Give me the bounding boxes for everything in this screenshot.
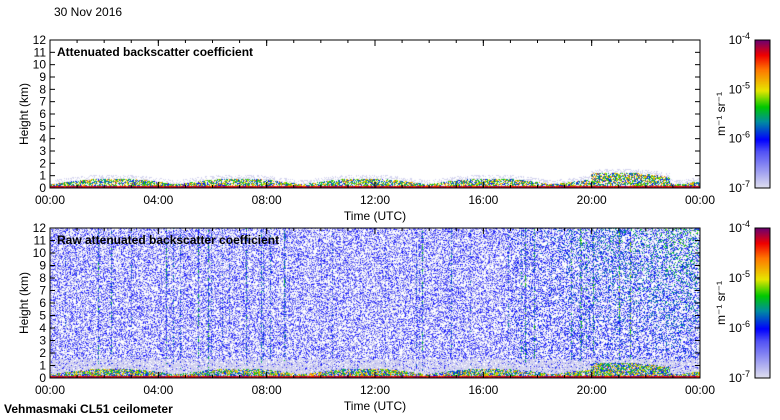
colorbar-tick-label: 10-5 [729, 269, 750, 285]
x-axis-label: Time (UTC) [344, 209, 406, 223]
y-tick-label: 5 [39, 309, 46, 323]
instrument-label: Vehmasmaki CL51 ceilometer [4, 402, 173, 416]
colorbar-frame [754, 227, 771, 379]
y-tick-label: 1 [39, 359, 46, 373]
colorbar [755, 40, 770, 188]
x-tick-label: 00:00 [685, 383, 715, 397]
y-tick-label: 12 [33, 221, 47, 235]
y-tick-label: 7 [39, 284, 46, 298]
colorbar-tick-label: 10-5 [729, 80, 750, 96]
y-tick-label: 9 [39, 259, 46, 273]
y-tick-label: 4 [39, 321, 46, 335]
colorbar-tick-label: 10-4 [729, 31, 750, 47]
x-axis-label: Time (UTC) [344, 399, 406, 413]
x-tick-label: 20:00 [577, 383, 607, 397]
y-tick-label: 2 [39, 156, 46, 170]
colorbar-tick-label: 10-7 [729, 369, 750, 385]
date-label: 30 Nov 2016 [54, 5, 123, 19]
colorbar-frame [754, 39, 771, 189]
plot-frame [49, 227, 701, 379]
y-tick-label: 7 [39, 95, 46, 109]
y-tick-label: 10 [33, 58, 47, 72]
y-tick-label: 8 [39, 82, 46, 96]
y-tick-label: 2 [39, 346, 46, 360]
y-tick-label: 3 [39, 144, 46, 158]
y-tick-label: 6 [39, 107, 46, 121]
colorbar-tick-label: 10-4 [729, 219, 750, 235]
y-tick-label: 12 [33, 33, 47, 47]
colorbar [755, 228, 770, 378]
y-tick-label: 0 [39, 181, 46, 195]
colorbar-label: m⁻¹ sr⁻¹ [714, 92, 728, 136]
backscatter-heatmap [50, 40, 700, 188]
y-tick-label: 5 [39, 119, 46, 133]
colorbar-tick-label: 10-7 [729, 179, 750, 195]
y-axis-label: Height (km) [17, 272, 31, 334]
raw-backscatter-heatmap [50, 228, 700, 378]
colorbar-tick-label: 10-6 [729, 130, 750, 146]
panel-title: Attenuated backscatter coefficient [57, 45, 253, 59]
y-tick-label: 11 [34, 45, 47, 59]
x-tick-label: 00:00 [685, 193, 715, 207]
panel-title: Raw attenuated backscatter coefficient [57, 233, 279, 247]
y-tick-label: 10 [33, 246, 47, 260]
x-tick-label: 00:00 [35, 383, 65, 397]
y-tick-label: 8 [39, 271, 46, 285]
x-tick-label: 00:00 [35, 193, 65, 207]
x-tick-label: 12:00 [360, 383, 390, 397]
colorbar-tick-label: 10-6 [729, 319, 750, 335]
x-tick-label: 16:00 [468, 383, 498, 397]
x-tick-label: 08:00 [252, 383, 282, 397]
x-tick-label: 16:00 [468, 193, 498, 207]
y-tick-label: 3 [39, 334, 46, 348]
y-tick-label: 4 [39, 132, 46, 146]
y-tick-label: 6 [39, 296, 46, 310]
y-tick-label: 9 [39, 70, 46, 84]
y-tick-label: 11 [34, 234, 47, 248]
x-tick-label: 12:00 [360, 193, 390, 207]
colorbar-label: m⁻¹ sr⁻¹ [714, 281, 728, 325]
x-tick-label: 04:00 [143, 193, 173, 207]
x-tick-label: 04:00 [143, 383, 173, 397]
plot-frame [49, 39, 701, 189]
y-axis-label: Height (km) [17, 83, 31, 145]
y-tick-label: 1 [39, 169, 46, 183]
x-tick-label: 20:00 [577, 193, 607, 207]
y-tick-label: 0 [39, 371, 46, 385]
x-tick-label: 08:00 [252, 193, 282, 207]
